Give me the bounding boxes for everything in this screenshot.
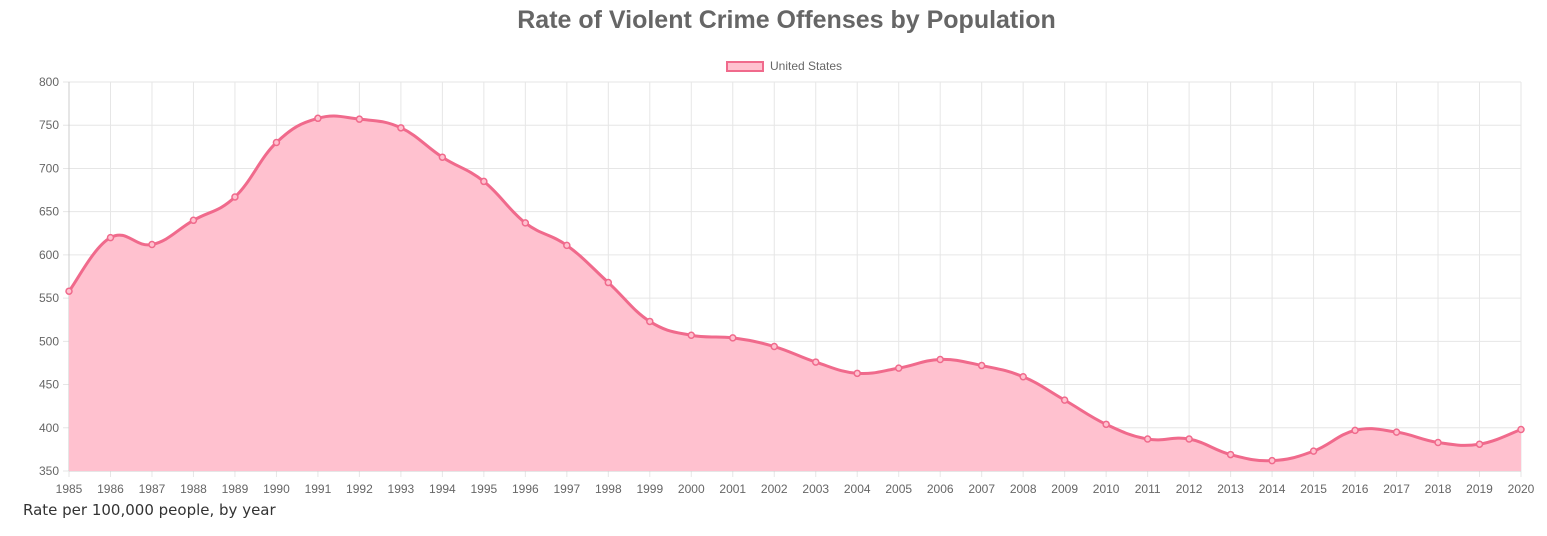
data-point [1143,435,1152,443]
x-tick-label: 2001 [719,482,746,496]
area-fill [69,116,1521,471]
chart-title: Rate of Violent Crime Offenses by Popula… [517,6,1056,34]
x-tick-label: 1996 [512,482,539,496]
data-point [1060,396,1069,404]
x-tick-label: 1992 [346,482,373,496]
data-point [272,138,281,147]
data-point [770,342,779,351]
data-point [1268,456,1276,465]
data-point [314,114,322,123]
x-tick-label: 2020 [1508,482,1535,496]
data-point [936,355,944,364]
y-tick-label: 750 [39,118,59,132]
data-point [646,317,654,326]
y-tick-label: 450 [39,378,59,392]
data-point [1185,435,1193,443]
x-tick-label: 2007 [968,482,995,496]
data-point [1392,428,1401,436]
x-tick-label: 1991 [305,482,332,496]
x-tick-label: 2010 [1093,482,1120,496]
x-tick-label: 1995 [471,482,498,496]
x-tick-label: 1993 [388,482,415,496]
x-tick-label: 2012 [1176,482,1203,496]
chart-legend[interactable]: United States [726,58,842,74]
data-point [729,334,737,342]
data-point [148,240,156,249]
data-point [397,124,405,132]
data-point [106,233,115,242]
x-tick-label: 2018 [1425,482,1452,496]
legend-label: United States [770,59,843,73]
x-tick-label: 2017 [1383,482,1410,496]
legend-swatch [726,60,764,72]
x-tick-label: 2009 [1051,482,1078,496]
data-point [1102,420,1110,429]
data-point [1434,438,1442,447]
y-tick-label: 400 [39,421,59,435]
x-tick-label: 1986 [97,482,124,496]
data-point [687,331,696,340]
data-point [1019,373,1027,381]
x-tick-label: 1999 [636,482,663,496]
x-axis: 1985 1986 1987 1988 1989 1990 1991 1992 1993 1994… [56,482,1535,496]
y-tick-label: 550 [39,291,59,305]
data-point [894,364,903,372]
data-point [1309,447,1318,455]
y-tick-label: 700 [39,161,59,175]
x-tick-label: 1998 [595,482,622,496]
data-point [521,219,530,227]
x-tick-label: 2004 [844,482,871,496]
y-tick-label: 350 [39,464,59,478]
points-layer [65,114,1525,465]
x-tick-label: 2003 [802,482,829,496]
data-point [438,153,447,161]
x-tick-label: 1987 [139,482,166,496]
x-tick-label: 2014 [1259,482,1286,496]
data-point [563,241,571,250]
x-tick-label: 2002 [761,482,788,496]
y-tick-label: 500 [39,334,59,348]
data-point [977,361,986,370]
x-tick-label: 1994 [429,482,456,496]
data-point [65,287,73,295]
data-point [355,115,364,123]
data-point [189,216,198,225]
data-point [1475,440,1484,448]
x-tick-label: 1997 [553,482,580,496]
x-tick-label: 2005 [885,482,912,496]
y-tick-label: 600 [39,248,59,262]
x-tick-label: 1988 [180,482,207,496]
chart-caption: Rate per 100,000 people, by year [23,501,276,519]
data-point [231,193,239,201]
y-axis: 350 400 450 500 550 600 650 700 750 800 [39,75,59,478]
area-layer [67,114,1522,471]
x-tick-label: 2019 [1466,482,1493,496]
x-tick-label: 2008 [1010,482,1037,496]
x-tick-label: 2000 [678,482,705,496]
data-point [811,358,820,366]
data-point [1226,450,1235,459]
x-tick-label: 2011 [1135,482,1161,496]
x-tick-label: 1989 [222,482,249,496]
x-tick-label: 1985 [56,482,83,496]
data-point [480,177,488,186]
data-point [1351,426,1359,435]
x-tick-label: 2006 [927,482,954,496]
y-tick-label: 800 [39,75,59,89]
x-tick-label: 2015 [1300,482,1327,496]
data-point [1517,425,1525,434]
y-tick-label: 650 [39,205,59,219]
data-point [853,369,861,378]
x-tick-label: 1990 [263,482,290,496]
x-tick-label: 2013 [1217,482,1244,496]
x-tick-label: 2016 [1342,482,1369,496]
data-point [604,278,613,287]
